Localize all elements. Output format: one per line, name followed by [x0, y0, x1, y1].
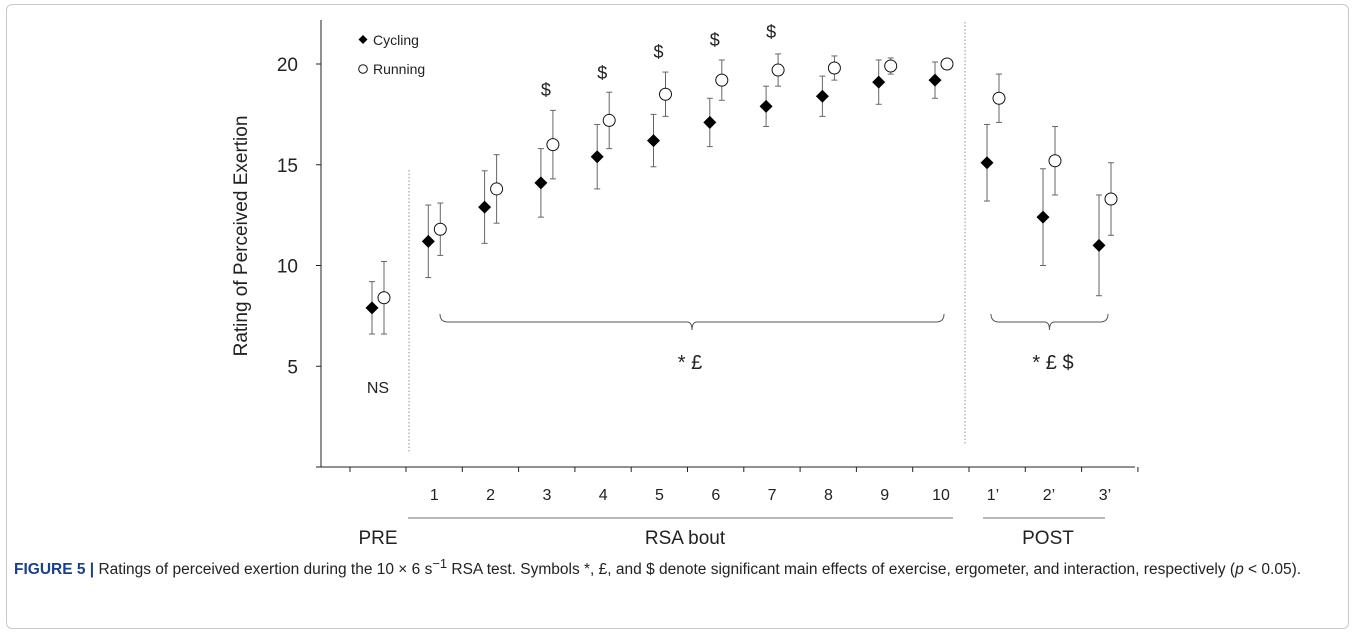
cycling-point [647, 134, 660, 148]
x-tick-label: 3’ [1099, 487, 1111, 504]
legend-cycling-label: Cycling [373, 32, 419, 48]
x-tick-label: 3 [542, 487, 551, 504]
cycling-point [590, 150, 604, 164]
x-tick-label: 5 [655, 487, 664, 504]
running-point [771, 63, 785, 77]
running-point [377, 291, 391, 305]
figure-label: FIGURE 5 | [14, 561, 95, 579]
x-tick-label: 8 [824, 487, 833, 504]
y-tick-label: 5 [287, 357, 298, 378]
cycling-point [980, 156, 994, 170]
x-tick-label: 1’ [987, 487, 999, 504]
x-tick-label: 1 [430, 487, 439, 504]
running-point [1104, 192, 1118, 206]
x-tick-label: 4 [599, 487, 608, 504]
running-point [992, 91, 1006, 105]
y-axis-title: Rating of Perceived Exertion [231, 116, 252, 357]
cycling-point [703, 115, 717, 129]
interaction-dollar-marker: $ [710, 30, 720, 50]
running-point [1048, 154, 1062, 168]
caption-text-2: RSA test. Symbols *, £, and $ denote sig… [447, 561, 1236, 579]
running-point [490, 182, 504, 196]
group-label: RSA bout [645, 528, 726, 548]
group-label: PRE [358, 528, 397, 548]
y-tick-label: 15 [277, 156, 298, 177]
figure-caption: FIGURE 5 | Ratings of perceived exertion… [14, 552, 1340, 582]
running-point [546, 138, 560, 152]
legend-cycling-marker [358, 35, 368, 44]
running-point [884, 59, 898, 73]
running-point [659, 87, 672, 101]
x-tick-label: 7 [768, 487, 777, 504]
caption-text-1: Ratings of perceived exertion during the… [94, 561, 433, 579]
running-point [940, 57, 954, 71]
running-point [602, 113, 616, 127]
cycling-point [365, 301, 379, 315]
figure-frame [6, 4, 1349, 629]
interaction-dollar-marker: $ [541, 80, 551, 100]
interaction-dollar-marker: $ [766, 22, 776, 42]
legend-running-marker [358, 64, 368, 74]
y-tick-label: 20 [277, 55, 298, 76]
x-tick-label: 6 [711, 487, 720, 504]
group-label: POST [1022, 528, 1074, 548]
running-point [827, 61, 841, 75]
caption-p-symbol: p [1235, 561, 1244, 579]
running-point [433, 222, 447, 236]
post-brace [990, 313, 1109, 331]
cycling-point [1036, 210, 1050, 224]
x-tick-label: 10 [932, 487, 950, 504]
x-tick-label: 9 [880, 487, 889, 504]
cycling-point [1092, 238, 1106, 252]
chart: 5 10 15 20 1 2 3 4 5 6 7 8 9 10 1’ 2’ 3’ Rating of Percei… [231, 20, 1139, 548]
cycling-point [872, 75, 886, 89]
x-tick-label: 2 [486, 487, 495, 504]
legend-running-label: Running [373, 61, 425, 77]
post-significance-label: * £ $ [1032, 352, 1073, 374]
running-point [715, 73, 729, 87]
y-tick-label: 10 [277, 257, 298, 278]
caption-superscript: −1 [432, 556, 448, 571]
cycling-point [421, 234, 435, 248]
cycling-point [928, 73, 942, 87]
x-tick-label: 2’ [1043, 487, 1055, 504]
cycling-point [759, 99, 773, 113]
rsa-significance-label: * £ [678, 352, 702, 374]
cycling-point [534, 176, 548, 190]
cycling-point [815, 89, 829, 103]
interaction-dollar-marker: $ [653, 42, 663, 62]
cycling-point [478, 200, 492, 214]
caption-text-3: < 0.05). [1243, 561, 1302, 579]
rsa-brace [439, 313, 945, 331]
ns-label: NS [367, 380, 389, 397]
interaction-dollar-marker: $ [597, 63, 607, 83]
